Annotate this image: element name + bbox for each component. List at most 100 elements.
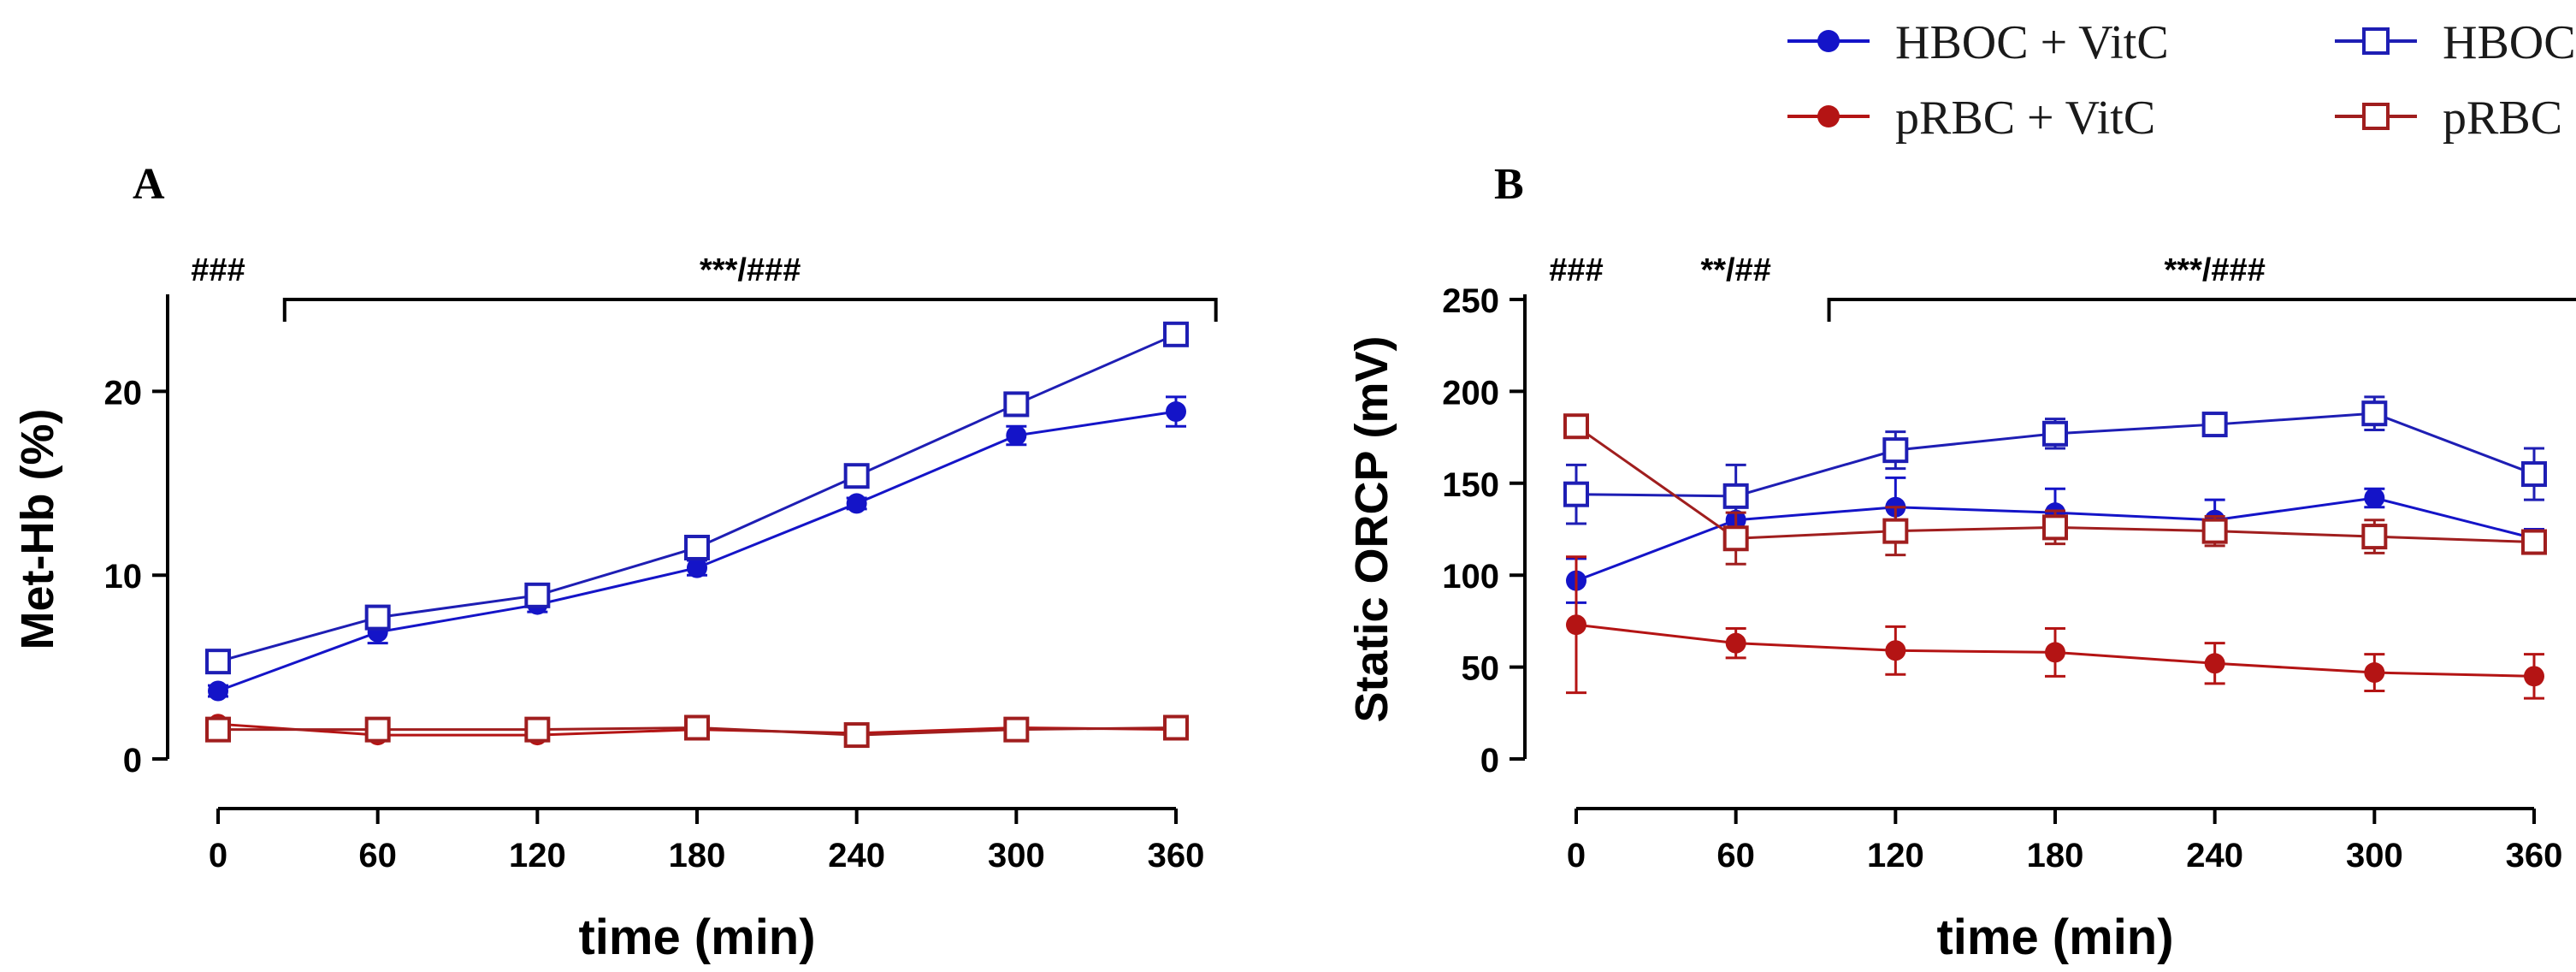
series-hboc: [205, 321, 1189, 675]
data-point: [684, 714, 710, 741]
data-point: [2042, 420, 2068, 447]
data-point: [1882, 437, 1909, 464]
legend-entry-prbc-vitc: pRBC + VitC: [1787, 92, 2155, 145]
data-point: [1885, 640, 1906, 661]
legend-entry-hboc-vitc: HBOC + VitC: [1787, 16, 2169, 69]
legend-label: HBOC + VitC: [1895, 16, 2169, 69]
x-tick-label: 240: [2186, 837, 2243, 874]
significance-label: ***/###: [2165, 252, 2266, 288]
significance-label: ###: [191, 252, 245, 288]
data-point: [1563, 481, 1589, 507]
data-point: [843, 722, 870, 749]
data-point: [2201, 518, 2228, 544]
panel-b-static-orcp-chart: B 0 50 100 150 200 250 Static ORCP (mV) 0 60 120 18…: [1346, 160, 2576, 965]
x-tick-label: 120: [509, 837, 566, 874]
series-prbc: [205, 714, 1189, 749]
y-tick-label: 100: [1442, 558, 1499, 596]
data-point: [205, 716, 231, 743]
series-line: [217, 333, 1177, 663]
significance-annotations: ### ***/###: [191, 252, 1218, 322]
y-tick-label: 10: [104, 558, 143, 596]
data-point: [1166, 401, 1186, 423]
data-point: [1725, 632, 1746, 654]
data-point: [2364, 662, 2385, 684]
legend-marker-circle: [1817, 105, 1840, 127]
x-tick-label: 180: [669, 837, 726, 874]
data-point: [2521, 461, 2547, 488]
series-prbc: [1563, 413, 2547, 566]
data-point: [1722, 483, 1749, 509]
x-tick-label: 0: [1567, 837, 1586, 874]
y-axis-label: Met-Hb (%): [12, 409, 63, 650]
data-point: [2204, 653, 2225, 674]
x-tick-label: 0: [209, 837, 227, 874]
data-point: [1006, 424, 1027, 446]
legend-entry-prbc: pRBC: [2335, 92, 2562, 145]
significance-bracket: [282, 298, 1218, 322]
legend: HBOC + VitC HBOC pRBC + VitC pRBC: [1787, 16, 2576, 145]
significance-annotations: ### **/## ***/###: [1549, 252, 2576, 322]
data-point: [1163, 321, 1189, 347]
panel-a-met-hb-chart: A 0 10 20 Met-Hb (%) 0 60 120 180 240 300 360 time (…: [12, 160, 1218, 965]
significance-label: **/##: [1700, 252, 1770, 288]
data-point: [684, 534, 710, 560]
x-axis: 0 60 120 180 240 300 360 time (min): [1567, 807, 2563, 965]
significance-label: ###: [1549, 252, 1603, 288]
data-point: [364, 716, 391, 743]
x-tick-label: 180: [2027, 837, 2084, 874]
x-tick-label: 240: [828, 837, 885, 874]
y-tick-label: 250: [1442, 282, 1499, 320]
data-point: [2201, 412, 2228, 438]
legend-marker-circle: [1817, 30, 1840, 52]
panel-label: B: [1494, 160, 1524, 209]
data-point: [208, 680, 228, 702]
significance-bracket: [1827, 298, 2576, 322]
data-point: [1882, 518, 1909, 544]
data-point: [1566, 614, 1586, 636]
series-prbc-vitc: [1566, 555, 2544, 700]
x-axis-label: time (min): [578, 910, 815, 965]
x-tick-label: 300: [2346, 837, 2403, 874]
y-axis-label: Static ORCP (mV): [1346, 335, 1397, 722]
legend-label: pRBC: [2443, 92, 2562, 145]
data-point: [1003, 716, 1030, 743]
y-axis: 0 10 20 Met-Hb (%): [12, 294, 169, 779]
data-point: [846, 493, 867, 514]
y-tick-label: 0: [1480, 742, 1499, 779]
legend-entry-hboc: HBOC: [2335, 16, 2576, 69]
x-tick-label: 120: [1867, 837, 1924, 874]
legend-label: HBOC: [2443, 16, 2576, 69]
x-axis-label: time (min): [1936, 910, 2173, 965]
series-hboc: [1563, 395, 2547, 529]
data-point: [2045, 642, 2065, 663]
legend-label: pRBC + VitC: [1895, 92, 2155, 145]
legend-marker-square: [2362, 103, 2390, 130]
data-point: [2524, 666, 2544, 687]
legend-marker-square: [2362, 27, 2390, 55]
data-point: [205, 649, 231, 675]
x-tick-label: 360: [1148, 837, 1205, 874]
y-tick-label: 0: [123, 742, 142, 779]
series-hboc-vitc: [208, 395, 1186, 702]
x-tick-label: 300: [988, 837, 1045, 874]
data-point: [1003, 391, 1030, 418]
x-axis: 0 60 120 180 240 300 360 time (min): [209, 807, 1205, 965]
y-tick-label: 150: [1442, 466, 1499, 504]
y-tick-label: 50: [1462, 650, 1500, 688]
data-point: [2361, 400, 2388, 427]
y-axis: 0 50 100 150 200 250 Static ORCP (mV): [1346, 282, 1527, 779]
data-point: [2361, 524, 2388, 550]
significance-label: ***/###: [700, 252, 801, 288]
y-tick-label: 200: [1442, 374, 1499, 412]
x-tick-label: 60: [1716, 837, 1755, 874]
x-tick-label: 360: [2506, 837, 2563, 874]
data-point: [524, 582, 551, 608]
x-tick-label: 60: [358, 837, 397, 874]
data-point: [2364, 487, 2385, 508]
data-point: [687, 557, 707, 578]
data-point: [1163, 714, 1189, 741]
y-tick-label: 20: [104, 374, 143, 412]
panel-label: A: [133, 160, 165, 209]
data-point: [2042, 514, 2068, 541]
